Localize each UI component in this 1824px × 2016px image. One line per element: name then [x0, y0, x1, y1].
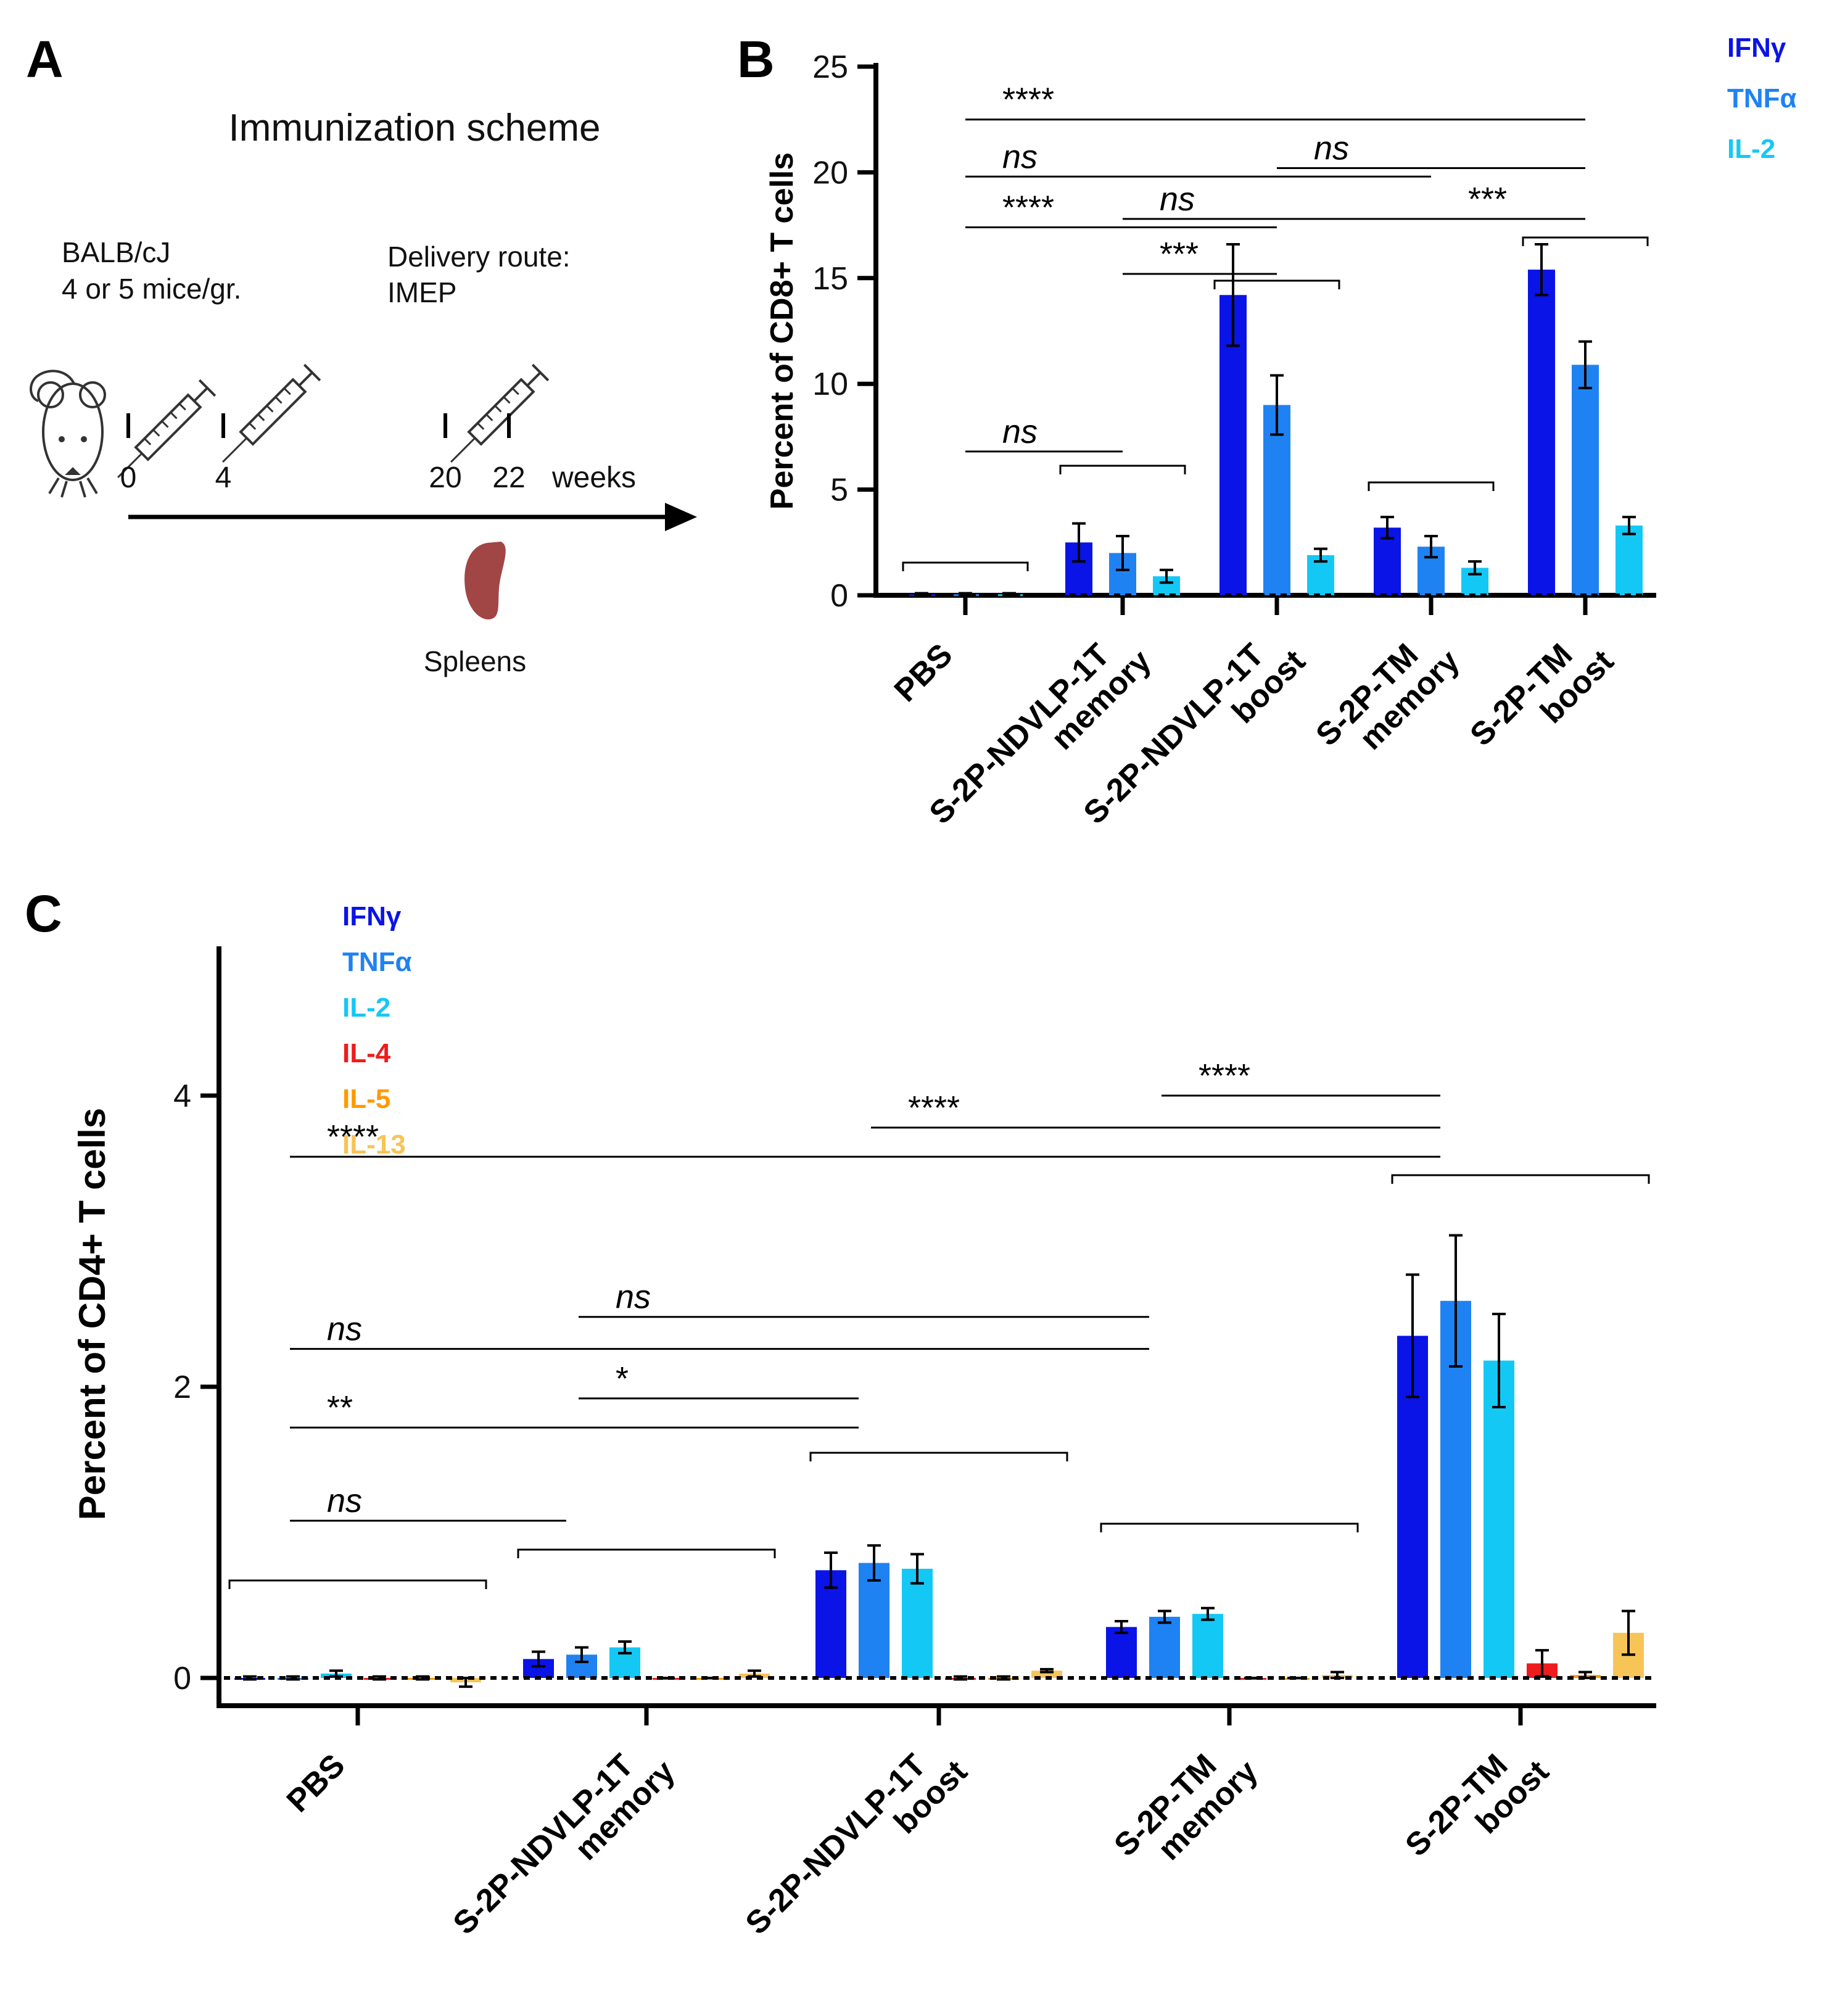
legend-entry: TNFα: [1727, 83, 1797, 114]
y-tick-label: 0: [830, 578, 848, 614]
panel-label-a: A: [26, 30, 64, 88]
x-tick-label-line: PBS: [888, 637, 960, 709]
group-bracket: [1368, 481, 1495, 491]
x-tick-label: PBS: [888, 637, 960, 709]
bar: [1484, 1360, 1514, 1678]
y-tick-label: 20: [812, 155, 848, 191]
bar: [1528, 270, 1555, 595]
significance-label: ns: [1002, 413, 1038, 450]
legend-entry: TNFα: [342, 947, 412, 977]
spleens-label: Spleens: [424, 645, 526, 677]
significance-label: ****: [908, 1089, 960, 1126]
mouse-icon: [30, 370, 106, 498]
bar: [1031, 1671, 1062, 1678]
significance-label: ****: [1002, 81, 1054, 118]
group-bracket: [1522, 236, 1649, 246]
panel-label-b: B: [737, 30, 775, 88]
panel-label-c: C: [25, 885, 62, 943]
significance-label: ns: [327, 1311, 362, 1348]
x-tick-label: S-2P-TMmemory: [1309, 619, 1466, 777]
x-tick-label: PBS: [280, 1747, 352, 1819]
y-axis-label: Percent of CD4+ T cells: [72, 1108, 113, 1521]
legend-entry: IFNγ: [342, 901, 402, 932]
group-bracket: [902, 561, 1029, 571]
bar: [902, 1569, 933, 1678]
significance-label: ns: [616, 1279, 651, 1316]
legend-entry: IL-4: [342, 1038, 391, 1068]
legend-entry: IL-2: [342, 993, 390, 1023]
x-tick-label-line: PBS: [280, 1747, 352, 1819]
week-label: 22: [492, 461, 525, 494]
group-bracket: [517, 1548, 776, 1558]
bar: [1616, 525, 1643, 595]
panel-a-scheme: Immunization scheme BALB/cJ 4 or 5 mice/…: [30, 107, 697, 677]
x-tick-label-line: S-2P-NDVLP-1T: [739, 1747, 933, 1941]
significance-label: ns: [1160, 181, 1195, 218]
significance-label: ns: [1002, 138, 1038, 175]
syringe-icon: [222, 363, 321, 463]
week-label: 20: [429, 461, 461, 494]
delivery-route-label: Delivery route:: [387, 241, 571, 273]
bar: [1149, 1616, 1180, 1678]
y-tick-label: 2: [173, 1369, 191, 1405]
x-tick-label: S-2P-TMmemory: [1107, 1730, 1265, 1887]
syringe-icon: [117, 379, 217, 478]
significance-label: ns: [327, 1482, 362, 1519]
x-tick-label: S-2P-NDVLP-1Tboost: [739, 1730, 975, 1965]
arrow-icon: [128, 503, 697, 531]
significance-label: ****: [1002, 189, 1054, 226]
group-bracket: [1213, 279, 1340, 289]
significance-label: ****: [1199, 1057, 1250, 1094]
x-tick-label: S-2P-TMboost: [1398, 1730, 1556, 1887]
spleen-icon: [464, 542, 506, 620]
legend-entry: IFNγ: [1727, 33, 1786, 63]
y-tick-label: 15: [812, 261, 848, 297]
x-tick-label: S-2P-NDVLP-1Tmemory: [447, 1730, 682, 1965]
bar: [1106, 1627, 1137, 1678]
significance-label: ns: [1314, 130, 1349, 167]
legend-entry: IL-2: [1727, 134, 1775, 164]
mouse-group-size-label: 4 or 5 mice/gr.: [62, 273, 241, 305]
panel-c-chart: 0 2 4 Percent of CD4+ T cells PBS S-2P-NDVLP-…: [72, 901, 1656, 1965]
y-tick-label: 10: [812, 366, 848, 402]
bar: [1572, 365, 1599, 595]
x-tick-label: S-2P-NDVLP-1Tboost: [1077, 619, 1313, 855]
bar: [1192, 1614, 1223, 1678]
group-bracket: [1391, 1174, 1650, 1184]
scheme-title: Immunization scheme: [228, 107, 600, 149]
mouse-strain-label: BALB/cJ: [62, 236, 170, 268]
x-tick-label: S-2P-NDVLP-1Tmemory: [923, 619, 1158, 855]
significance-label: ****: [327, 1118, 379, 1155]
group-bracket: [809, 1452, 1068, 1461]
bar: [1263, 405, 1290, 595]
week-label: 4: [215, 461, 232, 494]
syringe-icon: [450, 363, 550, 463]
significance-label: ***: [1468, 181, 1507, 218]
y-tick-label: 25: [812, 49, 848, 85]
legend-entry: IL-5: [342, 1084, 390, 1114]
group-bracket: [1100, 1522, 1359, 1532]
significance-label: ***: [1160, 236, 1199, 273]
y-tick-label: 0: [173, 1661, 191, 1696]
x-tick-label: S-2P-TMboost: [1463, 619, 1620, 777]
bar: [859, 1563, 889, 1678]
weeks-unit-label: weeks: [551, 461, 636, 494]
group-bracket: [1059, 465, 1186, 474]
y-tick-label: 5: [830, 473, 848, 508]
y-axis-label: Percent of CD8+ T cells: [764, 152, 800, 510]
week-label: 0: [120, 461, 137, 494]
significance-label: **: [327, 1389, 353, 1426]
y-tick-label: 4: [173, 1078, 191, 1114]
delivery-route-value: IMEP: [387, 276, 456, 308]
group-bracket: [228, 1579, 487, 1589]
significance-label: *: [616, 1360, 629, 1397]
legend-entry: IL-13: [342, 1130, 406, 1160]
